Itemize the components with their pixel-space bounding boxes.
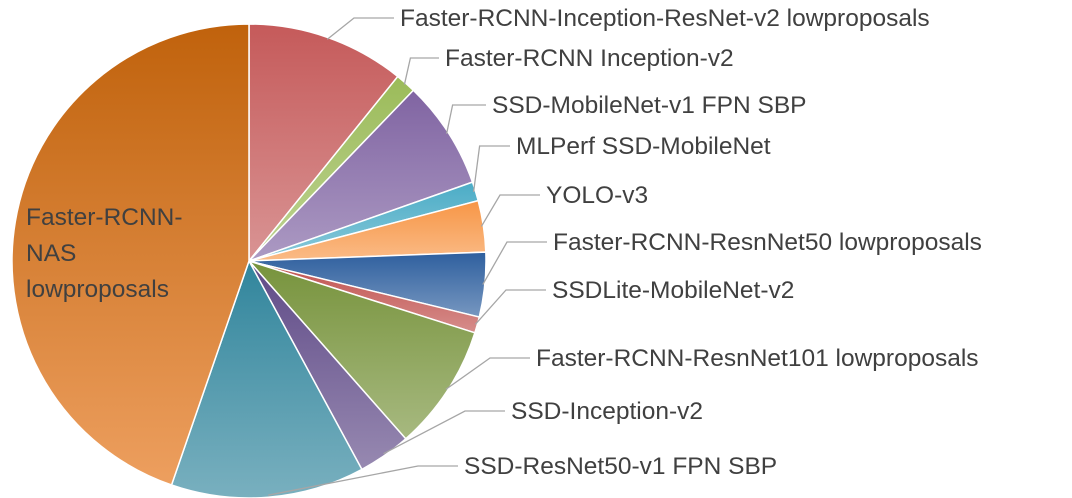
slice-labels: Faster-RCNN-Inception-ResNet-v2 lowpropo…	[26, 5, 982, 480]
slice-label-faster-rcnn-resnnet50-lowproposals: Faster-RCNN-ResnNet50 lowproposals	[553, 229, 982, 256]
leader-line-faster-rcnn-inception-resnet-v2-lowproposals	[326, 17, 394, 40]
leader-line-ssd-resnet50-v1-fpn-sbp	[268, 465, 458, 496]
leader-line-faster-rcnn-resnnet101-lowproposals	[445, 357, 530, 390]
pie-slice-ssd-mobilenet-v1-fpn-sbp	[248, 89, 474, 262]
slice-label-yolo-v3: YOLO-v3	[546, 182, 648, 209]
slice-label-ssd-inception-v2: SSD-Inception-v2	[511, 398, 703, 425]
leader-line-yolo-v3	[480, 194, 540, 227]
leader-line-ssdlite-mobilenet-v2	[474, 289, 546, 325]
slice-label-faster-rcnn-resnnet101-lowproposals: Faster-RCNN-ResnNet101 lowproposals	[536, 345, 979, 372]
leader-line-mlperf-ssd-mobilenet	[472, 145, 510, 192]
pie-slice-faster-rcnn-resnnet101-lowproposals	[246, 259, 476, 440]
slice-label-mlperf-ssd-mobilenet: MLPerf SSD-MobileNet	[516, 133, 771, 160]
pie-slice-faster-rcnn-inception-resnet-v2-lowproposals	[248, 23, 399, 264]
pie-slices	[11, 23, 487, 498]
slice-label-ssd-mobilenet-v1-fpn-sbp: SSD-MobileNet-v1 FPN SBP	[492, 92, 807, 119]
slice-label-ssdlite-mobilenet-v2: SSDLite-MobileNet-v2	[552, 277, 794, 304]
pie-slice-faster-rcnn-nas-lowproposals	[11, 23, 250, 486]
slice-label-faster-rcnn-nas-lowproposals: Faster-RCNN-NAS lowproposals	[26, 204, 183, 303]
slice-label-faster-rcnn-inception-resnet-v2-lowproposals: Faster-RCNN-Inception-ResNet-v2 lowpropo…	[400, 5, 930, 32]
slice-label-faster-rcnn-inception-v2: Faster-RCNN Inception-v2	[445, 45, 734, 72]
leader-line-ssd-mobilenet-v1-fpn-sbp	[445, 104, 486, 134]
leader-line-faster-rcnn-inception-v2	[403, 57, 439, 85]
pie-slice-ssd-resnet50-v1-fpn-sbp	[170, 259, 363, 498]
leader-line-faster-rcnn-resnnet50-lowproposals	[482, 241, 547, 285]
leader-line-ssd-inception-v2	[383, 410, 505, 455]
slice-label-ssd-resnet50-v1-fpn-sbp: SSD-ResNet50-v1 FPN SBP	[464, 453, 777, 480]
leader-lines	[268, 17, 547, 496]
